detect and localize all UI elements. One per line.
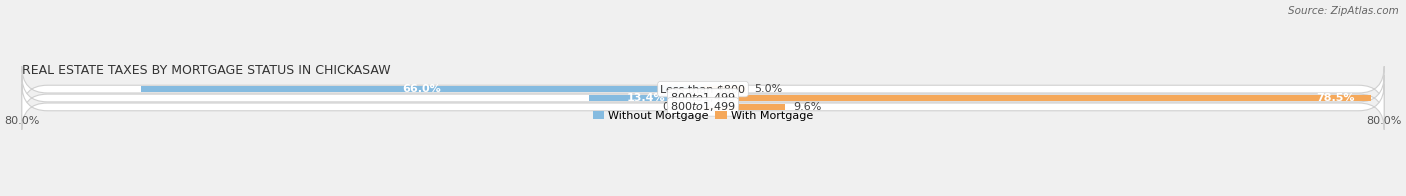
- Text: 5.0%: 5.0%: [754, 84, 782, 94]
- FancyBboxPatch shape: [22, 84, 1384, 130]
- Bar: [589, 95, 703, 101]
- FancyBboxPatch shape: [22, 66, 1384, 112]
- Text: REAL ESTATE TAXES BY MORTGAGE STATUS IN CHICKASAW: REAL ESTATE TAXES BY MORTGAGE STATUS IN …: [22, 64, 391, 77]
- Bar: [703, 104, 785, 110]
- Text: Less than $800: Less than $800: [661, 84, 745, 94]
- Text: 9.6%: 9.6%: [793, 102, 821, 112]
- Text: 78.5%: 78.5%: [1316, 93, 1354, 103]
- Text: 0.0%: 0.0%: [662, 102, 690, 112]
- Text: $800 to $1,499: $800 to $1,499: [671, 100, 735, 113]
- Bar: [141, 86, 703, 92]
- Legend: Without Mortgage, With Mortgage: Without Mortgage, With Mortgage: [588, 106, 818, 125]
- Bar: [703, 95, 1371, 101]
- Text: 13.4%: 13.4%: [627, 93, 665, 103]
- Text: 66.0%: 66.0%: [402, 84, 441, 94]
- FancyBboxPatch shape: [22, 75, 1384, 121]
- Text: $800 to $1,499: $800 to $1,499: [671, 92, 735, 104]
- Bar: [703, 86, 745, 92]
- Text: Source: ZipAtlas.com: Source: ZipAtlas.com: [1288, 6, 1399, 16]
